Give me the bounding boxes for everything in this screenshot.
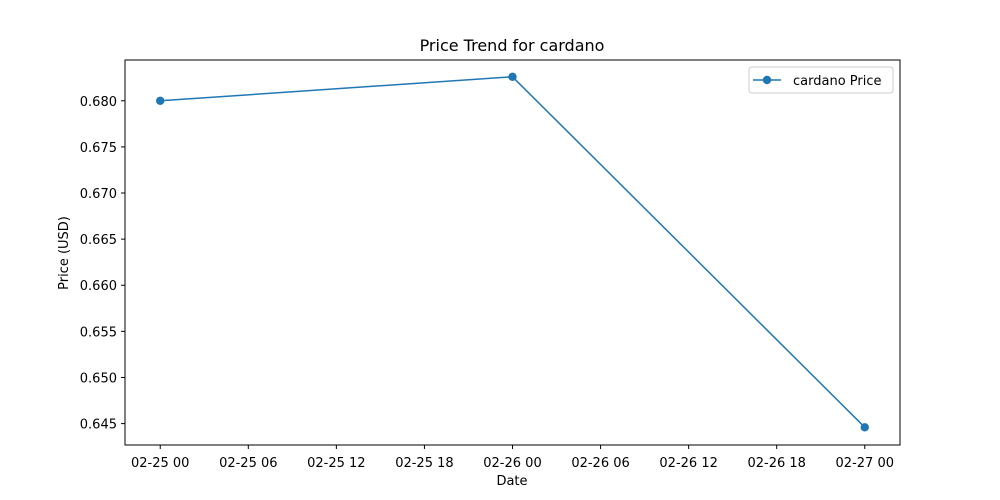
plot-area-frame [124, 59, 901, 446]
y-axis-label: Price (USD) [57, 216, 72, 290]
legend: cardano Price [748, 66, 894, 94]
y-tick-label: 0.650 [80, 371, 117, 386]
data-point-marker [156, 96, 165, 105]
x-tick-label: 02-25 06 [219, 456, 277, 471]
x-tick-label: 02-26 18 [747, 456, 805, 471]
x-axis-label: Date [496, 474, 527, 489]
chart-title: Price Trend for cardano [420, 36, 605, 55]
x-tick-label: 02-25 00 [131, 456, 189, 471]
data-point-marker [860, 423, 869, 432]
y-tick-label: 0.655 [80, 325, 117, 340]
x-axis: 02-25 00 02-25 06 02-25 12 02-25 18 02-26 00… [131, 445, 894, 471]
y-axis: 0.645 0.650 0.655 0.660 0.665 0.670 0.675 0.680 [80, 95, 125, 433]
y-tick-label: 0.680 [80, 95, 117, 110]
y-tick-label: 0.660 [80, 279, 117, 294]
legend-marker-swatch [762, 75, 772, 85]
x-tick-label: 02-27 00 [836, 456, 894, 471]
legend-box [748, 66, 894, 94]
x-tick-label: 02-26 12 [659, 456, 717, 471]
data-point-marker [508, 72, 517, 81]
x-tick-label: 02-25 18 [395, 456, 453, 471]
y-tick-label: 0.675 [80, 141, 117, 156]
series-layer [156, 72, 869, 432]
legend-label-cardano-price: cardano Price [793, 74, 882, 89]
x-tick-label: 02-26 06 [571, 456, 629, 471]
y-tick-label: 0.645 [80, 418, 117, 433]
x-tick-label: 02-26 00 [483, 456, 541, 471]
x-tick-label: 02-25 12 [307, 456, 365, 471]
y-tick-label: 0.665 [80, 233, 117, 248]
y-tick-label: 0.670 [80, 187, 117, 202]
